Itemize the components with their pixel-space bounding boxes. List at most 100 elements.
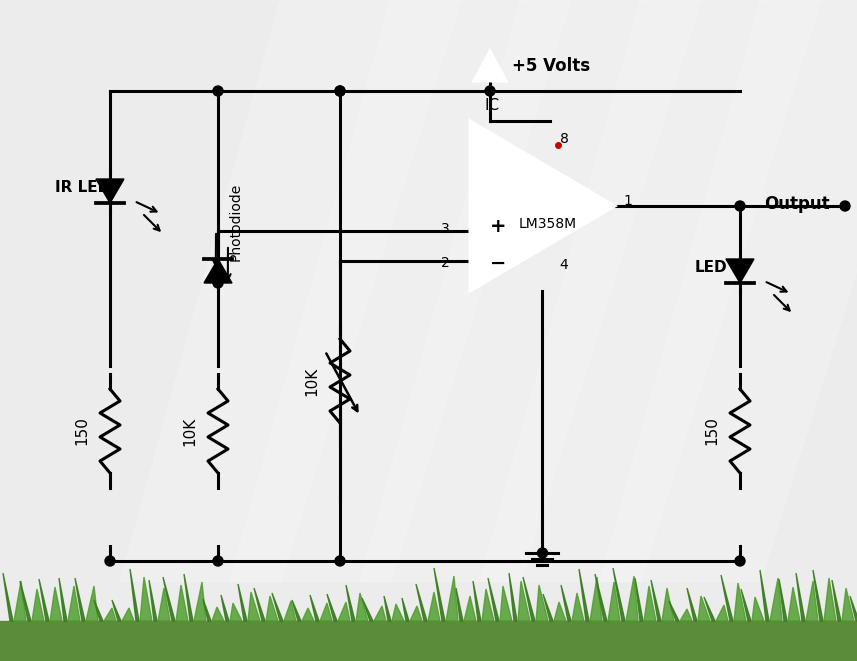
Polygon shape bbox=[3, 573, 13, 621]
Polygon shape bbox=[704, 597, 715, 621]
Polygon shape bbox=[50, 587, 62, 621]
Polygon shape bbox=[122, 608, 134, 621]
Polygon shape bbox=[320, 603, 332, 621]
Polygon shape bbox=[68, 586, 80, 621]
Polygon shape bbox=[721, 575, 733, 621]
Polygon shape bbox=[561, 585, 571, 621]
Polygon shape bbox=[590, 577, 602, 621]
Polygon shape bbox=[651, 580, 661, 621]
Polygon shape bbox=[500, 586, 512, 621]
Polygon shape bbox=[662, 588, 674, 621]
Text: +: + bbox=[490, 217, 506, 237]
Circle shape bbox=[335, 86, 345, 96]
Text: Photodiode: Photodiode bbox=[229, 182, 243, 261]
Polygon shape bbox=[32, 589, 44, 621]
Polygon shape bbox=[112, 600, 121, 621]
Polygon shape bbox=[482, 589, 494, 621]
Polygon shape bbox=[39, 579, 49, 621]
Polygon shape bbox=[327, 594, 337, 621]
Polygon shape bbox=[613, 568, 625, 621]
Polygon shape bbox=[734, 583, 746, 621]
Polygon shape bbox=[446, 576, 458, 621]
Polygon shape bbox=[176, 585, 188, 621]
Polygon shape bbox=[824, 578, 836, 621]
Polygon shape bbox=[473, 581, 481, 621]
Polygon shape bbox=[292, 600, 301, 621]
Circle shape bbox=[735, 556, 745, 566]
Polygon shape bbox=[796, 573, 805, 621]
Polygon shape bbox=[644, 586, 656, 621]
Polygon shape bbox=[284, 601, 296, 621]
Polygon shape bbox=[680, 609, 692, 621]
Polygon shape bbox=[338, 602, 350, 621]
Text: 2: 2 bbox=[441, 256, 450, 270]
Polygon shape bbox=[850, 596, 857, 621]
Polygon shape bbox=[726, 259, 754, 283]
Polygon shape bbox=[523, 577, 535, 621]
Polygon shape bbox=[806, 581, 818, 621]
Polygon shape bbox=[716, 605, 728, 621]
Polygon shape bbox=[212, 607, 224, 621]
Text: 10K: 10K bbox=[183, 416, 197, 446]
Polygon shape bbox=[832, 580, 841, 621]
Polygon shape bbox=[779, 579, 787, 621]
Polygon shape bbox=[130, 569, 139, 621]
Polygon shape bbox=[96, 179, 124, 203]
Polygon shape bbox=[470, 121, 615, 291]
Polygon shape bbox=[842, 588, 854, 621]
Polygon shape bbox=[163, 577, 175, 621]
Text: 4: 4 bbox=[560, 258, 568, 272]
Circle shape bbox=[485, 86, 495, 96]
Polygon shape bbox=[230, 603, 242, 621]
Polygon shape bbox=[266, 596, 278, 621]
Polygon shape bbox=[59, 578, 67, 621]
Polygon shape bbox=[626, 576, 638, 621]
Polygon shape bbox=[149, 580, 157, 621]
Polygon shape bbox=[302, 608, 314, 621]
Circle shape bbox=[537, 548, 548, 558]
Polygon shape bbox=[595, 574, 607, 621]
Polygon shape bbox=[543, 594, 553, 621]
Polygon shape bbox=[416, 584, 427, 621]
Text: +5 Volts: +5 Volts bbox=[512, 57, 590, 75]
Circle shape bbox=[213, 278, 223, 288]
Polygon shape bbox=[579, 569, 589, 621]
Polygon shape bbox=[392, 604, 404, 621]
Polygon shape bbox=[254, 588, 265, 621]
Text: IR LED: IR LED bbox=[55, 180, 111, 196]
Text: LM358M: LM358M bbox=[518, 217, 577, 231]
Polygon shape bbox=[384, 596, 391, 621]
Polygon shape bbox=[86, 586, 98, 621]
Polygon shape bbox=[140, 577, 152, 621]
Polygon shape bbox=[374, 606, 386, 621]
Circle shape bbox=[335, 86, 345, 96]
Circle shape bbox=[213, 86, 223, 96]
Text: 150: 150 bbox=[75, 416, 89, 446]
Polygon shape bbox=[203, 599, 211, 621]
Polygon shape bbox=[536, 585, 548, 621]
Polygon shape bbox=[741, 589, 751, 621]
Polygon shape bbox=[204, 259, 232, 283]
Polygon shape bbox=[770, 578, 782, 621]
Polygon shape bbox=[238, 584, 247, 621]
Polygon shape bbox=[635, 578, 643, 621]
Text: −: − bbox=[490, 254, 506, 272]
Circle shape bbox=[105, 556, 115, 566]
Polygon shape bbox=[428, 592, 440, 621]
Polygon shape bbox=[356, 593, 368, 621]
Polygon shape bbox=[20, 581, 31, 621]
Polygon shape bbox=[760, 570, 769, 621]
Polygon shape bbox=[474, 51, 506, 81]
Circle shape bbox=[840, 201, 850, 211]
Polygon shape bbox=[346, 585, 355, 621]
Polygon shape bbox=[310, 595, 319, 621]
Polygon shape bbox=[608, 582, 620, 621]
Polygon shape bbox=[813, 570, 823, 621]
Polygon shape bbox=[456, 588, 463, 621]
Text: Output: Output bbox=[764, 195, 830, 213]
Polygon shape bbox=[362, 598, 373, 621]
Circle shape bbox=[335, 556, 345, 566]
Polygon shape bbox=[14, 581, 26, 621]
Polygon shape bbox=[248, 592, 260, 621]
Polygon shape bbox=[572, 593, 584, 621]
